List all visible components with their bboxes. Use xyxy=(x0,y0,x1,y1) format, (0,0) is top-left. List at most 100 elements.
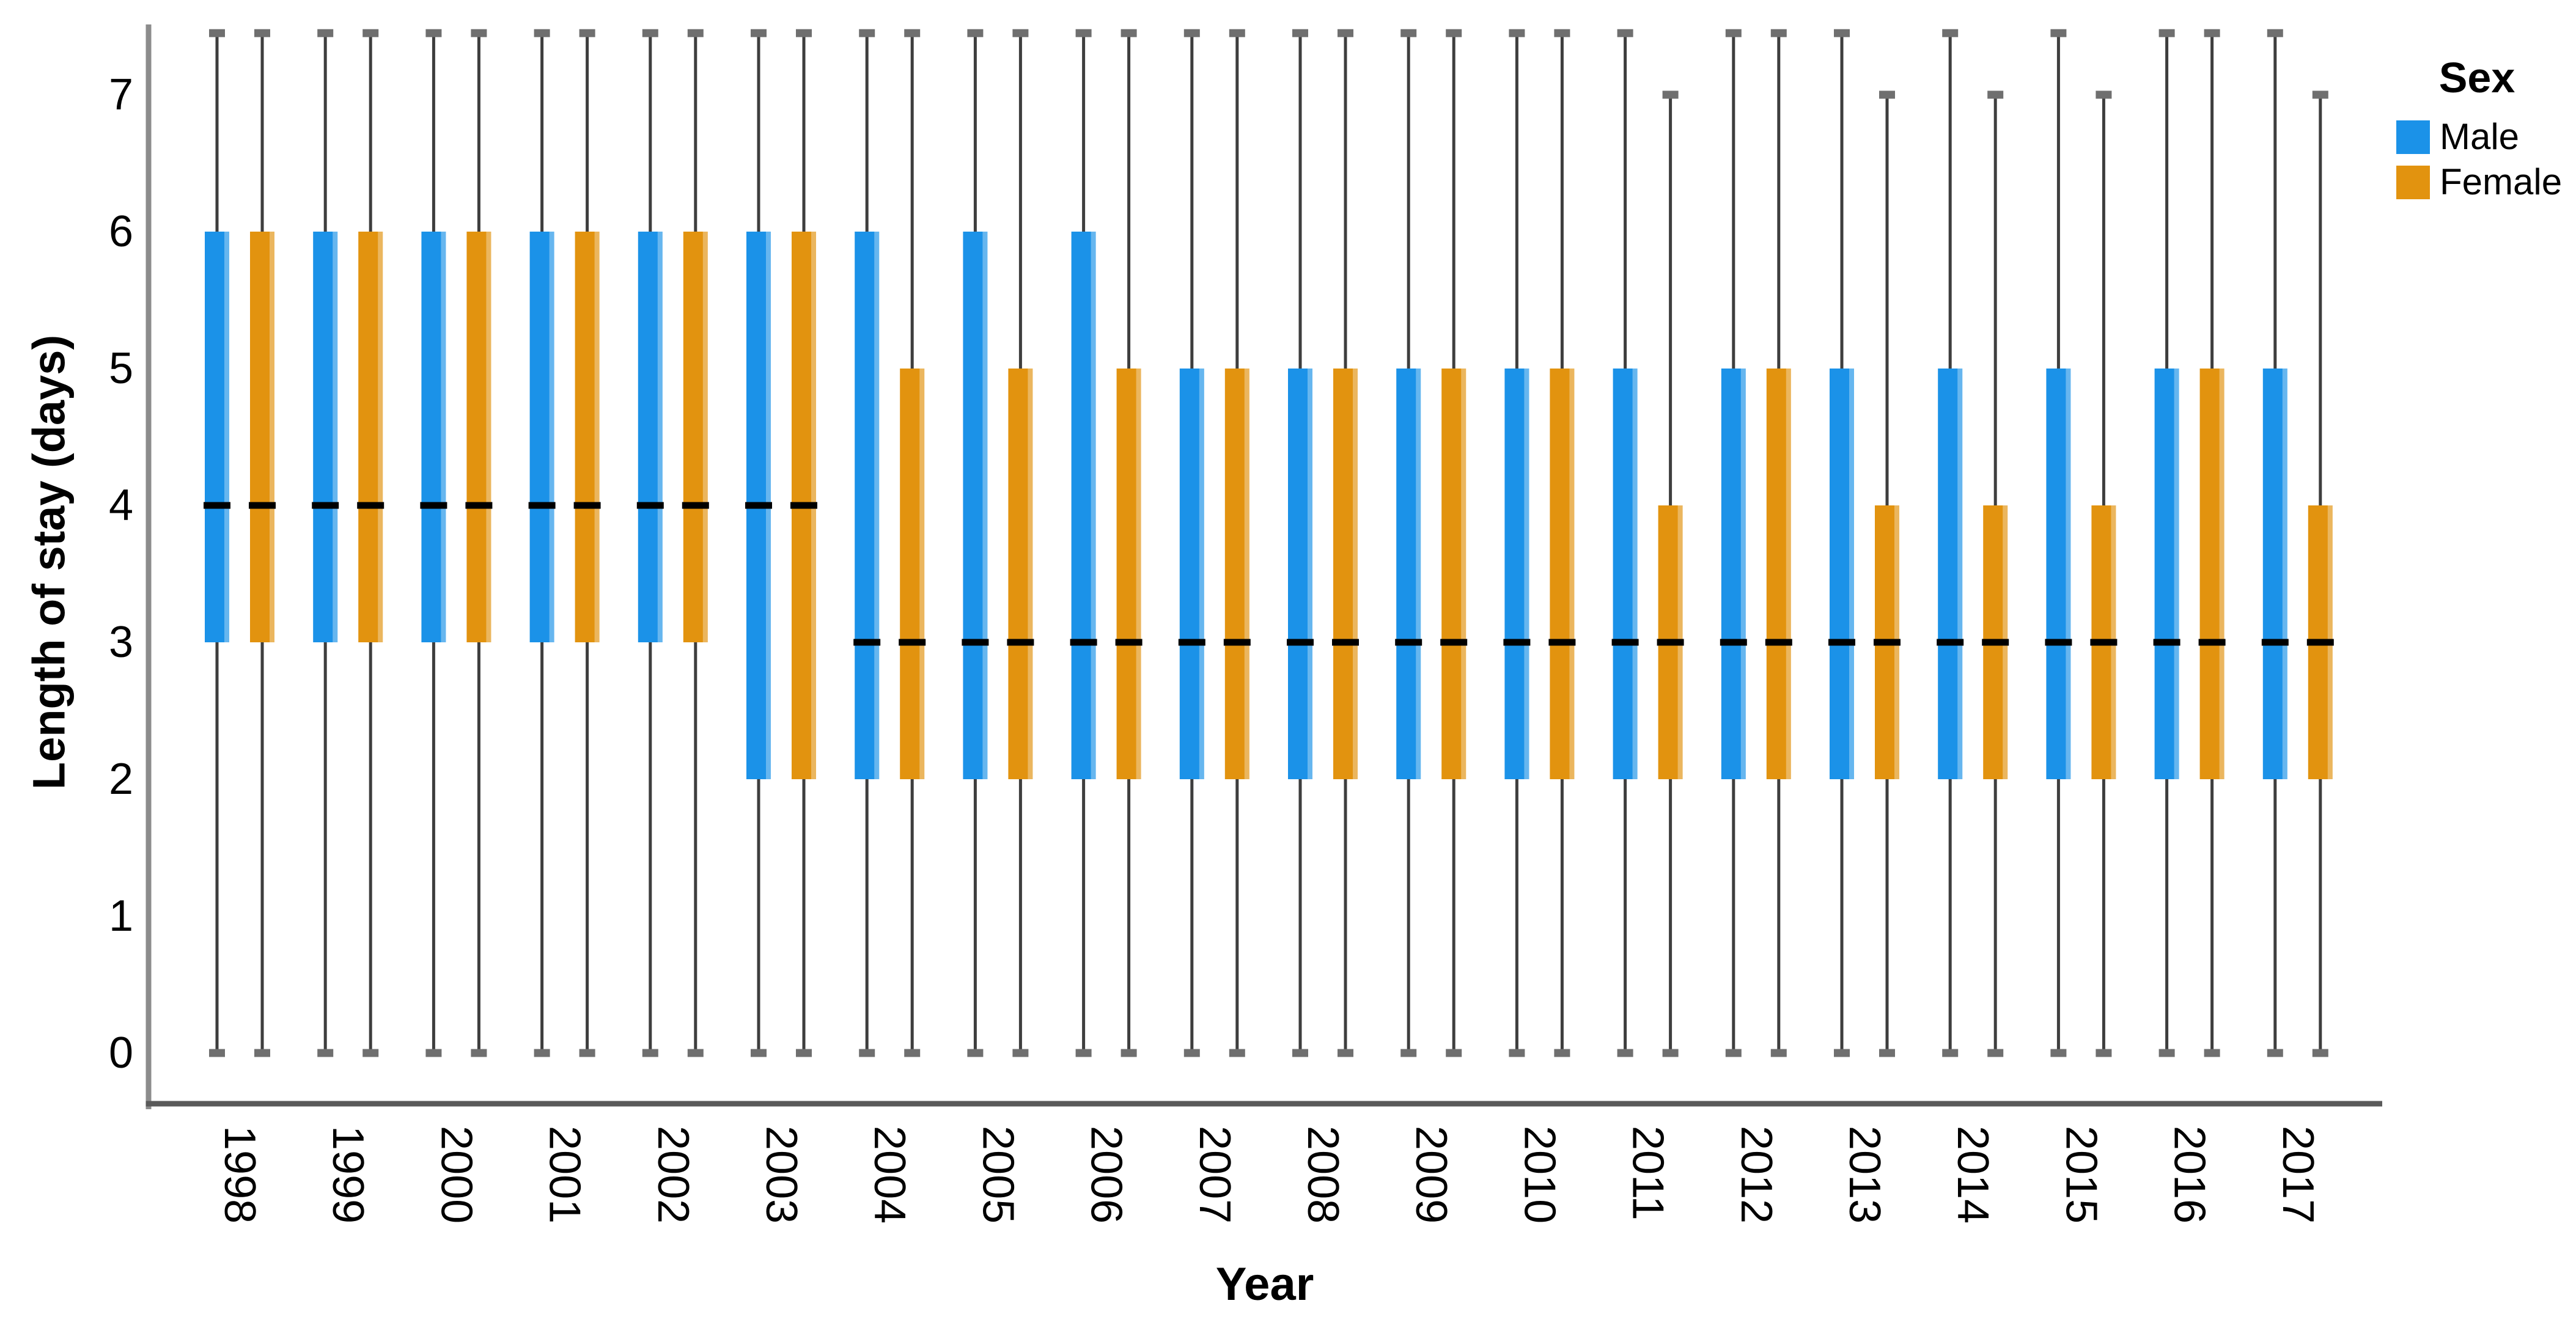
box-highlight xyxy=(2219,369,2225,779)
x-tick-label: 2000 xyxy=(432,1126,480,1223)
box-highlight xyxy=(874,232,880,779)
whisker-cap-bottom xyxy=(1617,1049,1633,1057)
median-line xyxy=(2045,639,2072,646)
median-line xyxy=(745,502,772,509)
boxplot-2015-male xyxy=(2045,29,2072,1057)
legend-label-male: Male xyxy=(2440,116,2520,157)
boxplot-2011-male xyxy=(1611,29,1639,1057)
legend-item-female: Female xyxy=(2382,164,2572,200)
box-highlight xyxy=(1461,369,1466,779)
x-tick-label: 2016 xyxy=(2165,1126,2214,1223)
whisker-cap-top xyxy=(579,29,595,37)
y-tick-label: 5 xyxy=(109,344,133,393)
whisker-cap-bottom xyxy=(904,1049,921,1057)
whisker-cap-bottom xyxy=(317,1049,334,1057)
box-rect xyxy=(1613,369,1638,779)
boxplot-2001-female xyxy=(573,29,601,1057)
x-tick-label: 2011 xyxy=(1624,1126,1673,1220)
y-axis-line xyxy=(145,24,152,1109)
box-rect xyxy=(2046,369,2071,779)
x-tick-label: 2015 xyxy=(2056,1126,2105,1223)
box-rect xyxy=(963,232,988,779)
box-highlight xyxy=(2282,369,2287,779)
boxplot-2002-male xyxy=(636,29,664,1057)
median-line xyxy=(2306,639,2334,646)
whisker-cap-bottom xyxy=(362,1049,379,1057)
boxplot-2000-male xyxy=(420,29,447,1057)
boxplot-2004-male xyxy=(853,29,881,1057)
box-rect xyxy=(900,369,925,779)
whisker-cap-top xyxy=(362,29,379,37)
median-line xyxy=(1070,639,1097,646)
box-highlight xyxy=(982,232,988,779)
whisker-cap-bottom xyxy=(1509,1049,1525,1057)
box-rect xyxy=(1179,369,1204,779)
box-highlight xyxy=(378,232,383,642)
box-highlight xyxy=(1136,369,1141,779)
box-rect xyxy=(205,232,229,642)
whisker-cap-top xyxy=(1446,29,1462,37)
whisker-cap-top xyxy=(642,29,658,37)
box-rect xyxy=(1288,369,1312,779)
box-highlight xyxy=(1740,369,1746,779)
boxplot-2012-male xyxy=(1720,29,1747,1057)
boxplot-2009-female xyxy=(1440,29,1468,1057)
median-line xyxy=(1611,639,1639,646)
box-rect xyxy=(313,232,338,642)
boxplot-2004-female xyxy=(899,29,926,1057)
legend-title: Sex xyxy=(2438,54,2515,101)
median-line xyxy=(528,502,556,509)
box-rect xyxy=(1441,369,1466,779)
whisker-cap-top xyxy=(751,29,767,37)
whisker-cap-top xyxy=(1121,29,1137,37)
whisker-cap-bottom xyxy=(1834,1049,1850,1057)
whisker-cap-top xyxy=(1662,90,1679,99)
boxplot-2005-female xyxy=(1007,29,1034,1057)
boxplot-2014-female xyxy=(1982,90,2009,1057)
whisker-cap-top xyxy=(534,29,550,37)
box-highlight xyxy=(2174,369,2179,779)
boxplot-2009-male xyxy=(1395,29,1422,1057)
box-rect xyxy=(1008,369,1033,779)
x-tick-label: 2009 xyxy=(1407,1126,1455,1223)
median-line xyxy=(636,502,664,509)
box-rect xyxy=(1116,369,1141,779)
box-highlight xyxy=(1957,369,1963,779)
median-line xyxy=(2261,639,2289,646)
median-line xyxy=(2153,639,2180,646)
y-tick-label: 6 xyxy=(109,207,133,256)
whisker-cap-bottom xyxy=(1725,1049,1742,1057)
box-highlight xyxy=(1091,232,1096,779)
box-rect xyxy=(1396,369,1421,779)
whisker-cap-bottom xyxy=(425,1049,442,1057)
x-tick-label: 2017 xyxy=(2273,1126,2322,1223)
box-highlight xyxy=(702,232,708,642)
whisker-cap-top xyxy=(471,29,487,37)
whisker-cap-top xyxy=(796,29,812,37)
box-highlight xyxy=(1028,369,1033,779)
box-rect xyxy=(1550,369,1575,779)
median-line xyxy=(357,502,385,509)
box-highlight xyxy=(1416,369,1421,779)
boxplot-2016-male xyxy=(2153,29,2180,1057)
median-line xyxy=(1874,639,1901,646)
whisker-cap-bottom xyxy=(2267,1049,2283,1057)
whisker-cap-bottom xyxy=(859,1049,875,1057)
box-highlight xyxy=(1353,369,1358,779)
whisker-cap-bottom xyxy=(534,1049,550,1057)
box-rect xyxy=(358,232,383,642)
median-line xyxy=(899,639,926,646)
box-highlight xyxy=(2066,369,2071,779)
whisker-cap-top xyxy=(1879,90,1895,99)
whisker-cap-bottom xyxy=(642,1049,658,1057)
whisker-cap-top xyxy=(2267,29,2283,37)
x-tick-label: 1999 xyxy=(323,1126,372,1223)
median-line xyxy=(2198,639,2226,646)
box-rect xyxy=(2154,369,2179,779)
box-highlight xyxy=(441,232,446,642)
whisker-cap-top xyxy=(1183,29,1200,37)
box-highlight xyxy=(1786,369,1791,779)
box-highlight xyxy=(486,232,491,642)
median-line xyxy=(1223,639,1251,646)
